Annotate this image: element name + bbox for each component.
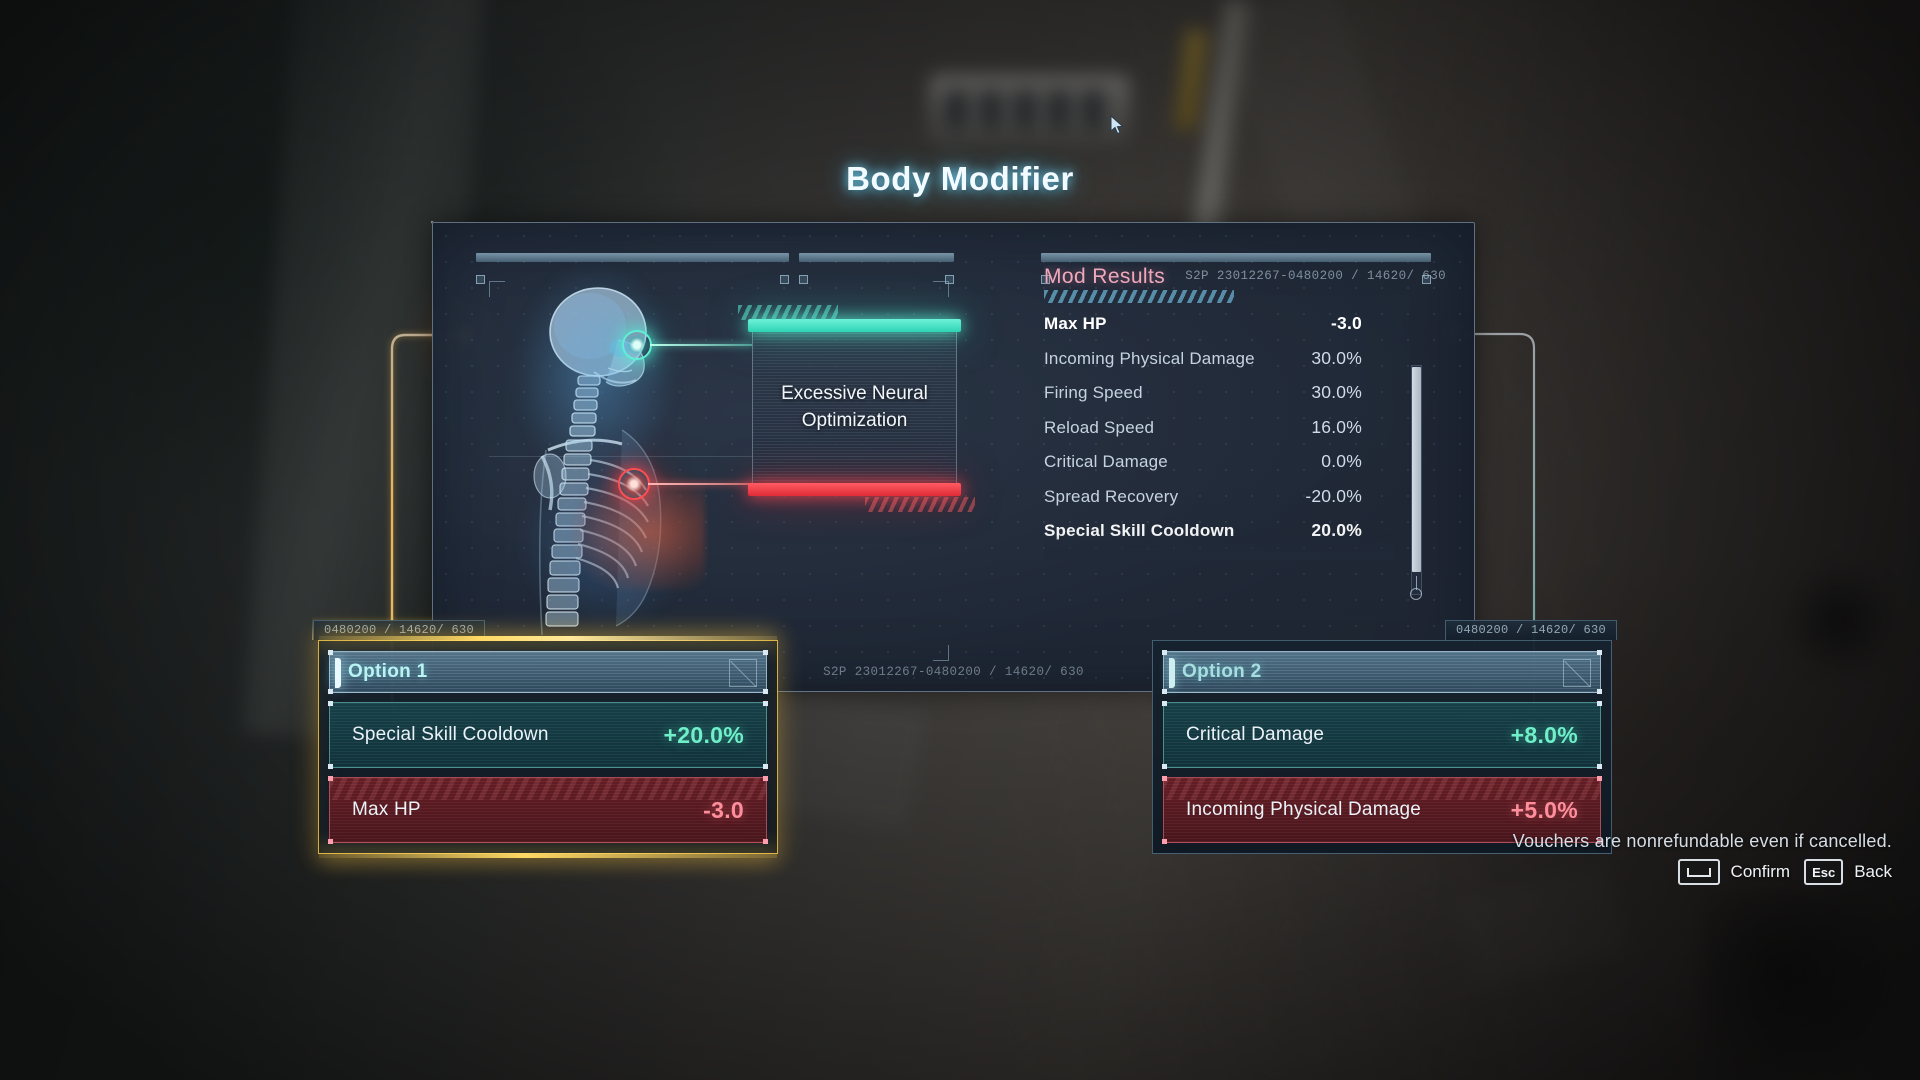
option-2-accent-bar (1169, 658, 1175, 688)
list-fade-mask (1044, 534, 1394, 560)
mod-results-scrollbar-thumb[interactable] (1412, 367, 1421, 572)
node-head-lead-line (650, 344, 752, 346)
mod-result-row: Critical Damage 0.0% (1044, 451, 1362, 486)
mod-result-value: 30.0% (1311, 347, 1362, 368)
option-1-serial-tab: 0480200 / 14620/ 630 (313, 620, 486, 640)
panel-header-bar (799, 253, 954, 262)
esc-key-icon: Esc (1804, 859, 1844, 885)
mod-result-row: Spread Recovery -20.0% (1044, 486, 1362, 521)
mod-result-value: -20.0% (1305, 485, 1362, 506)
scrollbar-end-knob-icon (1410, 588, 1422, 600)
mod-result-value: 30.0% (1311, 382, 1362, 402)
panel-tick-marker (1422, 275, 1431, 284)
option-1-body[interactable]: Option 1 Special Skill Cooldown +20.0% M… (318, 636, 778, 858)
node-ribs-red-icon (618, 468, 650, 500)
option-2-stat-label: Incoming Physical Damage (1186, 799, 1422, 820)
mod-result-label: Incoming Physical Damage (1044, 348, 1255, 368)
option-1-stat-label: Max HP (352, 799, 421, 820)
node-head-cyan-icon (622, 330, 652, 360)
option-2-stat-negative: Incoming Physical Damage +5.0% (1162, 776, 1602, 844)
skeleton-figure (480, 270, 720, 645)
option-1-selected-bar-bottom (319, 853, 777, 858)
option-2-stat-value: +5.0% (1510, 796, 1578, 823)
option-1-selected-bar-top (319, 636, 777, 641)
page-title: Body Modifier (846, 160, 1074, 197)
panel-tick-marker (476, 275, 485, 284)
panel-header-bar (476, 253, 789, 262)
mod-name-box (752, 327, 957, 487)
mod-result-label: Spread Recovery (1044, 486, 1179, 506)
option-1-stat-value: +20.0% (663, 721, 744, 748)
hint-back-label: Back (1854, 862, 1892, 881)
mod-results-hatch-decor (1044, 290, 1234, 303)
option-2-title: Option 2 (1182, 661, 1262, 682)
option-1-header[interactable]: Option 1 (328, 650, 768, 694)
option-2-serial-tab: 0480200 / 14620/ 630 (1444, 620, 1617, 640)
option-card-1[interactable]: 0480200 / 14620/ 630 Option 1 Special Sk… (312, 616, 778, 858)
option-1-stat-positive: Special Skill Cooldown +20.0% (328, 701, 768, 769)
mouse-pointer-icon (1110, 115, 1124, 135)
option-1-accent-bar (335, 658, 341, 688)
panel-serial-top: S2P 23012267-0480200 / 14620/ 630 (1185, 269, 1446, 283)
mod-result-row: Max HP -3.0 (1044, 313, 1362, 348)
hint-confirm-label: Confirm (1730, 862, 1791, 881)
option-2-body[interactable]: Option 2 Critical Damage +8.0% Incoming … (1152, 640, 1612, 854)
mod-result-value: -3.0 (1331, 313, 1362, 333)
option-2-header[interactable]: Option 2 (1162, 650, 1602, 694)
mod-result-row: Reload Speed 16.0% (1044, 417, 1362, 452)
mod-result-value: 16.0% (1311, 416, 1362, 437)
option-1-title: Option 1 (348, 661, 428, 682)
footer-hints: Confirm Esc Back (1677, 859, 1892, 885)
mod-result-label: Max HP (1044, 314, 1107, 333)
mod-result-label: Critical Damage (1044, 452, 1168, 471)
mod-result-label: Firing Speed (1044, 383, 1143, 402)
diagonal-slash-icon (729, 659, 757, 687)
panel-tick-marker (945, 275, 954, 284)
mod-result-row: Firing Speed 30.0% (1044, 382, 1362, 417)
option-1-stat-value: -3.0 (703, 796, 744, 823)
hint-confirm[interactable]: Confirm (1677, 859, 1791, 885)
mod-result-label: Reload Speed (1044, 417, 1155, 437)
option-2-stat-positive: Critical Damage +8.0% (1162, 701, 1602, 769)
space-bar-icon (1677, 859, 1720, 885)
scrollbar-stem (1416, 576, 1417, 590)
mod-result-row: Incoming Physical Damage 30.0% (1044, 348, 1362, 383)
mod-box-top-accent (738, 305, 961, 332)
hint-back[interactable]: Esc Back (1804, 859, 1892, 885)
panel-serial-bottom: S2P 23012267-0480200 / 14620/ 630 (823, 665, 1084, 679)
panel-tick-marker (780, 275, 789, 284)
diagonal-slash-icon (1563, 659, 1591, 687)
panel-corner-accent (431, 221, 461, 251)
option-1-stat-label: Special Skill Cooldown (352, 724, 549, 745)
option-2-stat-label: Critical Damage (1186, 724, 1325, 745)
mod-results-section: Mod Results Max HP -3.0 Incoming Physica… (1044, 265, 1394, 560)
mod-results-heading: Mod Results (1044, 265, 1166, 288)
mod-box-bottom-accent (748, 483, 975, 512)
option-2-stat-value: +8.0% (1510, 721, 1578, 748)
footer-note: Vouchers are nonrefundable even if cance… (1512, 831, 1892, 851)
node-ribs-lead-line (648, 483, 813, 485)
option-1-stat-negative: Max HP -3.0 (328, 776, 768, 844)
panel-tick-marker (799, 275, 808, 284)
mod-results-list: Max HP -3.0 Incoming Physical Damage 30.… (1044, 313, 1362, 555)
panel-tick-marker (1041, 275, 1050, 284)
panel-header-bar (1041, 253, 1431, 262)
mod-result-value: 0.0% (1321, 451, 1362, 471)
mod-name-label: Excessive Neural Optimization (781, 383, 928, 431)
option-card-2[interactable]: 0480200 / 14620/ 630 Option 2 Critical D… (1152, 620, 1617, 854)
